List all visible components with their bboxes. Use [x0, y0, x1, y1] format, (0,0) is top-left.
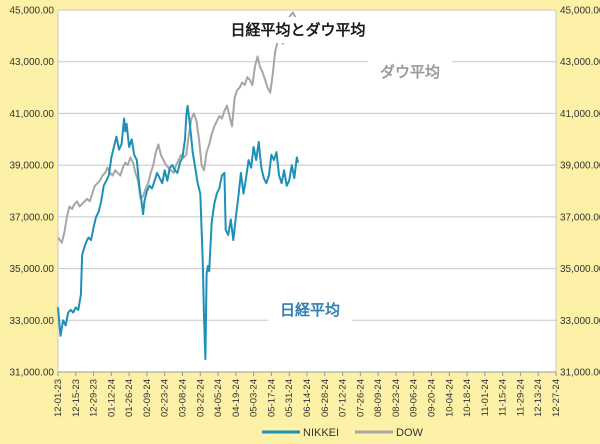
x-tick-label: 03-08-24 — [178, 379, 189, 417]
y-tick-label-right: 31,000.00 — [560, 368, 600, 379]
y-tick-label-left: 41,000.00 — [10, 109, 55, 120]
y-axis-right: 31,000.00 33,000.00 35,000.00 37,000.00 39,0… — [560, 6, 600, 379]
nikkei-annotation: 日経平均 — [280, 301, 340, 319]
x-tick-label: 04-19-24 — [231, 379, 242, 417]
x-tick-label: 12-01-23 — [53, 379, 64, 417]
x-tick-label: 02-09-24 — [142, 379, 153, 417]
x-tick-label: 08-09-24 — [373, 379, 384, 417]
y-tick-label-right: 45,000.00 — [560, 6, 600, 17]
y-tick-label-left: 45,000.00 — [10, 6, 55, 17]
legend-dow-label: DOW — [396, 427, 424, 439]
y-tick-label-right: 37,000.00 — [560, 212, 600, 223]
y-tick-label-left: 35,000.00 — [10, 264, 55, 275]
nikkei-line — [57, 104, 300, 361]
x-tick-label: 12-29-23 — [89, 379, 100, 417]
chart-title-box — [228, 17, 368, 43]
y-tick-label-right: 39,000.00 — [560, 161, 600, 172]
dow-line — [57, 11, 299, 244]
y-tick-label-left: 43,000.00 — [10, 57, 55, 68]
x-tick-label: 11-01-24 — [480, 379, 491, 416]
x-tick-label: 09-06-24 — [409, 379, 420, 417]
x-tick-label: 07-26-24 — [355, 379, 366, 417]
y-tick-label-right: 33,000.00 — [560, 316, 600, 327]
x-tick-label: 12-15-23 — [71, 379, 82, 417]
y-tick-label-left: 39,000.00 — [10, 161, 55, 172]
x-tick-label: 06-14-24 — [302, 379, 313, 417]
legend-nikkei-label: NIKKEI — [303, 427, 339, 439]
x-tick-label: 02-23-24 — [160, 379, 171, 417]
x-tick-label: 10-04-24 — [444, 379, 455, 417]
x-tick-label: 08-23-24 — [391, 379, 402, 417]
x-tick-label: 06-28-24 — [320, 379, 331, 417]
y-tick-label-right: 43,000.00 — [560, 57, 600, 68]
y-tick-label-left: 37,000.00 — [10, 212, 55, 223]
x-tick-label: 05-03-24 — [249, 379, 260, 417]
x-tick-label: 05-31-24 — [284, 379, 295, 417]
x-tick-label: 04-05-24 — [213, 379, 224, 417]
y-tick-label-left: 31,000.00 — [10, 368, 55, 379]
x-tick-label: 09-20-24 — [427, 379, 438, 417]
y-axis-left: 31,000.00 33,000.00 35,000.00 37,000.00 39,0… — [10, 6, 55, 379]
x-tick-label: 01-26-24 — [124, 379, 135, 417]
dow-label-box — [368, 58, 452, 84]
chart-title: 日経平均とダウ平均 — [230, 21, 365, 39]
y-tick-label-left: 33,000.00 — [10, 316, 55, 327]
x-tick-label: 05-17-24 — [266, 379, 277, 417]
x-tick-label: 11-15-24 — [498, 379, 509, 416]
x-tick-label: 11-29-24 — [515, 379, 526, 416]
x-tick-label: 01-12-24 — [106, 379, 117, 417]
nikkei-label-box — [268, 296, 352, 322]
y-tick-label-right: 41,000.00 — [560, 109, 600, 120]
legend: NIKKEI DOW — [262, 427, 424, 439]
x-tick-label: 03-22-24 — [195, 379, 206, 417]
x-tick-label: 12-27-24 — [551, 379, 562, 417]
x-tick-label: 10-18-24 — [462, 379, 473, 417]
x-tick-label: 07-12-24 — [338, 379, 349, 417]
x-axis: 12-01-23 12-15-23 12-29-23 01-12-24 01-26-24… — [53, 372, 562, 417]
dow-annotation: ダウ平均 — [380, 63, 440, 81]
series-lines — [57, 11, 300, 361]
y-tick-label-right: 35,000.00 — [560, 264, 600, 275]
x-tick-label: 12-13-24 — [533, 379, 544, 417]
